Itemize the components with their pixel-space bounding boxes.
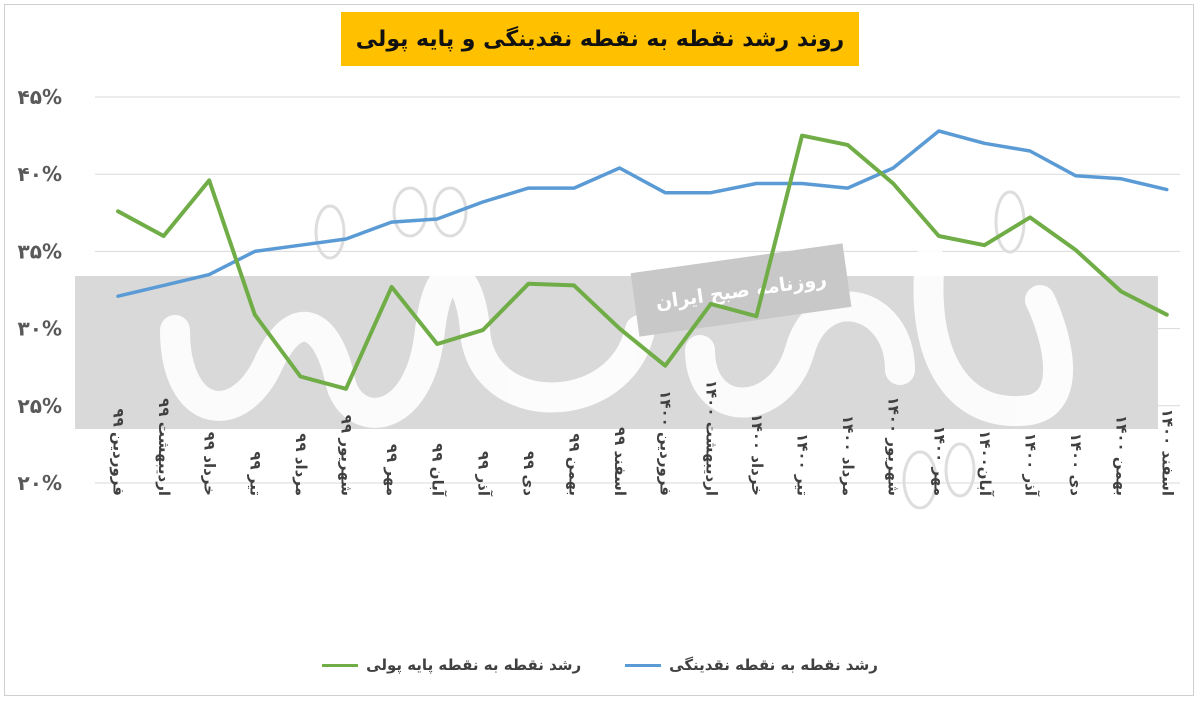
chart-title-box: روند رشد نقطه به نقطه نقدینگی و پایه پول… <box>341 12 859 66</box>
y-tick-label: ۳۵% <box>18 239 62 263</box>
x-tick-label: فروردین ۹۹ <box>110 409 128 496</box>
y-tick-label: ۲۰% <box>18 471 62 495</box>
legend: رشد نقطه به نقطه پایه پولی رشد نقطه به ن… <box>0 650 1200 680</box>
legend-label-base-money: رشد نقطه به نقطه پایه پولی <box>366 656 582 674</box>
x-tick-label: آبان۱۴۰۰ <box>976 430 994 497</box>
x-tick-label: اردیبهشت ۹۹ <box>155 398 173 496</box>
x-tick-label: شهریور ۱۴۰۰ <box>885 396 903 496</box>
x-tick-label: مهر ۱۴۰۰ <box>930 426 948 496</box>
chart-title: روند رشد نقطه به نقطه نقدینگی و پایه پول… <box>355 26 845 52</box>
chart-frame <box>4 4 1194 696</box>
y-tick-label: ۴۰% <box>18 162 62 186</box>
watermark: روزنامه صبح ایران <box>75 186 1158 510</box>
x-tick-label: مرداد ۱۴۰۰ <box>839 415 857 496</box>
legend-item-liquidity: رشد نقطه به نقطه نقدینگی <box>625 656 878 674</box>
series-line-liquidity <box>116 129 1169 298</box>
x-tick-label: اسفند ۱۴۰۰ <box>1158 409 1176 496</box>
y-tick-label: ۴۵% <box>18 85 62 109</box>
x-tick-label: تیر ۹۹ <box>246 451 264 496</box>
x-tick-label: فروردین ۱۴۰۰ <box>657 390 675 496</box>
x-tick-label: مرداد ۹۹ <box>292 433 310 496</box>
y-tick-label: ۳۰% <box>18 317 62 341</box>
x-tick-label: آبان ۹۹ <box>429 443 447 497</box>
watermark-caption: روزنامه صبح ایران <box>630 243 852 337</box>
y-axis-ticks: ۴۵% ۴۰% ۳۵% ۳۰% ۲۵% ۲۰% <box>18 85 62 495</box>
x-tick-label: آذر ۹۹ <box>474 451 492 497</box>
x-tick-label: اردیبهشت ۱۴۰۰ <box>702 380 720 496</box>
x-tick-label: بهمن ۹۹ <box>566 433 584 496</box>
x-tick-label: آذر ۱۴۰۰ <box>1022 433 1040 497</box>
y-tick-label: ۲۵% <box>18 394 62 418</box>
x-tick-label: شهریور ۹۹ <box>338 415 356 496</box>
legend-label-liquidity: رشد نقطه به نقطه نقدینگی <box>669 656 878 674</box>
x-axis-ticks: فروردین ۹۹ اردیبهشت ۹۹ خرداد ۹۹ تیر ۹۹ مرداد… <box>110 380 1177 497</box>
legend-swatch-liquidity <box>625 663 662 667</box>
legend-item-base-money: رشد نقطه به نقطه پایه پولی <box>322 656 581 674</box>
x-tick-label: خرداد ۱۴۰۰ <box>748 413 766 496</box>
x-tick-label: خرداد ۹۹ <box>201 432 219 496</box>
x-tick-label: مهر ۹۹ <box>383 444 401 496</box>
x-tick-label: بهمن ۱۴۰۰ <box>1113 415 1131 496</box>
series-lines <box>116 129 1169 391</box>
x-tick-label: تیر ۱۴۰۰ <box>794 433 812 496</box>
x-tick-label: دی ۱۴۰۰ <box>1067 433 1085 497</box>
watermark-dots <box>314 186 1026 510</box>
series-line-base-money <box>116 133 1169 391</box>
legend-swatch-base-money <box>322 663 359 667</box>
watermark-logo <box>160 245 1073 428</box>
x-tick-label: اسفند ۹۹ <box>611 427 629 496</box>
x-tick-label: دی ۹۹ <box>520 451 538 496</box>
